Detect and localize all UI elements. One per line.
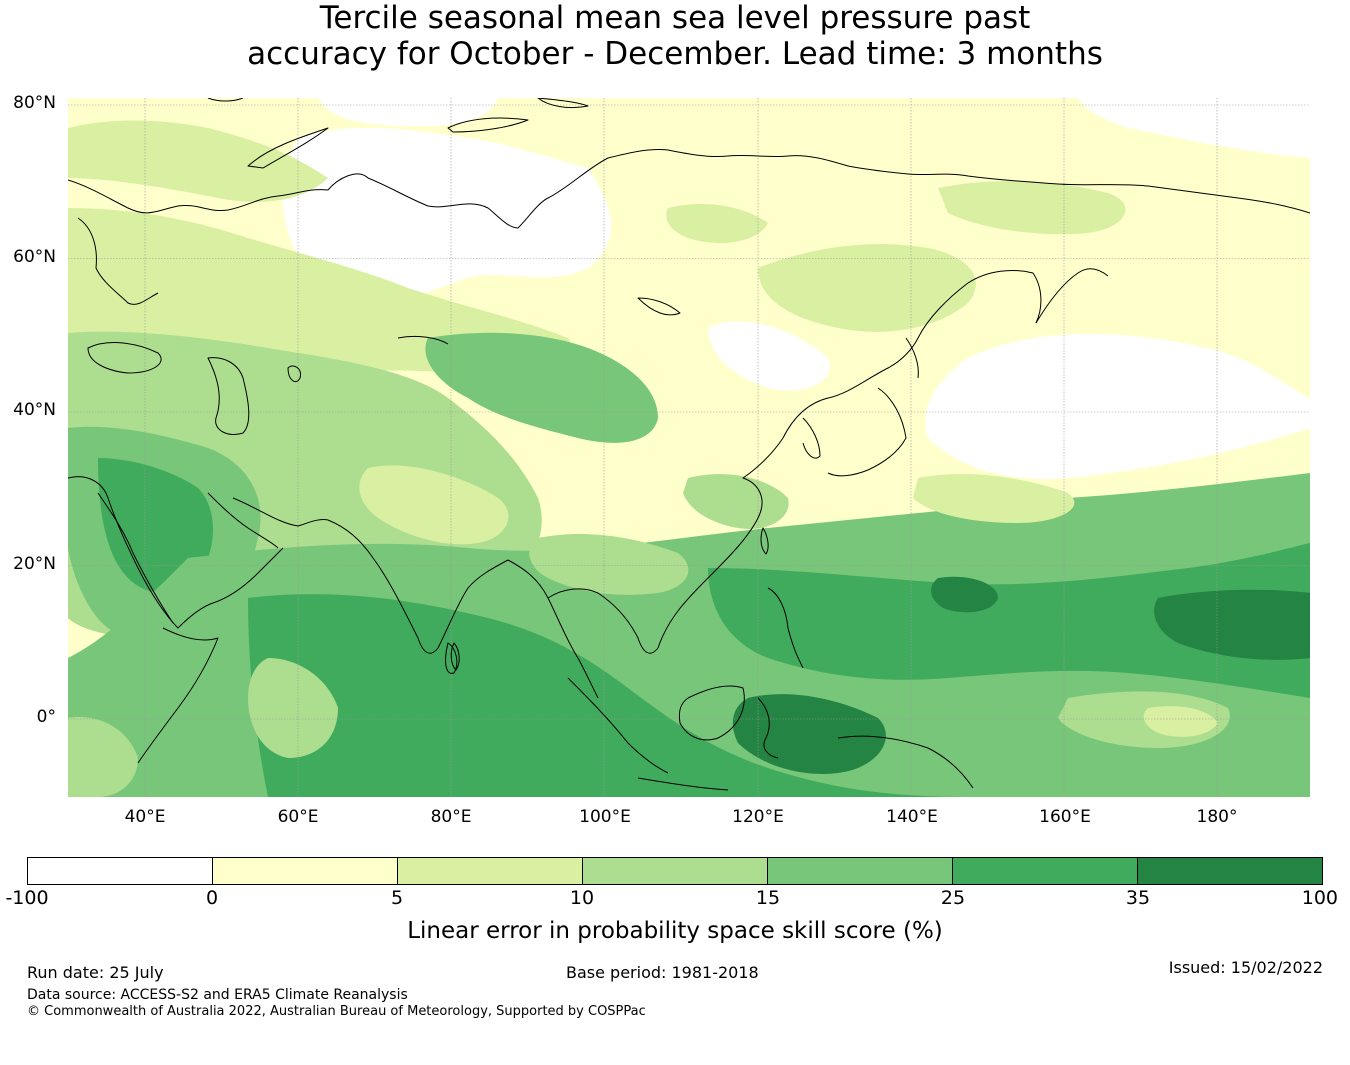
lat-label-80n: 80°N <box>13 93 56 113</box>
skill-score-map[interactable] <box>68 98 1310 797</box>
base-period: Base period: 1981-2018 <box>566 963 759 982</box>
colorbar-tick: -100 <box>5 887 49 909</box>
skill-field <box>68 98 1310 797</box>
lon-label-140e: 140°E <box>886 807 938 827</box>
graticule <box>68 98 1310 797</box>
colorbar-tick: 25 <box>940 887 966 909</box>
lon-label-120e: 120°E <box>732 807 784 827</box>
data-source: Data source: ACCESS-S2 and ERA5 Climate … <box>27 987 408 1003</box>
colorbar-label: Linear error in probability space skill … <box>407 918 943 944</box>
colorbar-tick: 15 <box>755 887 781 909</box>
colorbar-segment <box>398 858 583 884</box>
colorbar-segment <box>768 858 953 884</box>
lat-label-60n: 60°N <box>13 247 56 267</box>
colorbar-tick: 35 <box>1125 887 1151 909</box>
coastlines <box>68 98 1310 791</box>
lon-label-40e: 40°E <box>124 807 166 827</box>
lon-label-160e: 160°E <box>1039 807 1091 827</box>
chart-title: Tercile seasonal mean sea level pressure… <box>0 0 1350 72</box>
lat-label-20n: 20°N <box>13 554 56 574</box>
colorbar-segment <box>1138 858 1322 884</box>
colorbar-segment <box>583 858 768 884</box>
title-line-1: Tercile seasonal mean sea level pressure… <box>319 0 1031 36</box>
issued-date: Issued: 15/02/2022 <box>1168 958 1323 977</box>
colorbar <box>27 857 1323 885</box>
lon-label-180: 180° <box>1196 807 1238 827</box>
colorbar-tick: 0 <box>205 887 219 909</box>
lat-label-40n: 40°N <box>13 400 56 420</box>
colorbar-segment <box>953 858 1138 884</box>
lon-label-60e: 60°E <box>277 807 319 827</box>
colorbar-tick: 5 <box>390 887 404 909</box>
run-date: Run date: 25 July <box>27 963 164 982</box>
title-line-2: accuracy for October - December. Lead ti… <box>247 36 1103 72</box>
map-canvas <box>68 98 1310 797</box>
lon-label-80e: 80°E <box>430 807 472 827</box>
copyright: © Commonwealth of Australia 2022, Austra… <box>27 1004 646 1019</box>
colorbar-segment <box>213 858 398 884</box>
colorbar-segment <box>28 858 213 884</box>
colorbar-tick: 10 <box>569 887 595 909</box>
lat-label-0: 0° <box>36 707 56 727</box>
lon-label-100e: 100°E <box>579 807 631 827</box>
colorbar-tick: 100 <box>1301 887 1338 909</box>
